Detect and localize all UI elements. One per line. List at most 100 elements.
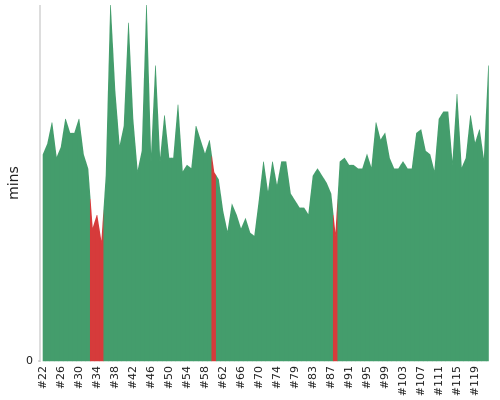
- area-segment: [413, 130, 420, 362]
- x-tick-label: #95: [360, 366, 373, 389]
- area-segment: [242, 217, 249, 362]
- area-segment: [292, 196, 298, 362]
- area-segment: [368, 145, 375, 362]
- area-segment: [481, 113, 487, 362]
- area-segment: [463, 136, 469, 362]
- area-segment: [94, 214, 100, 362]
- area-segment: [103, 90, 109, 362]
- area-segment: [229, 203, 235, 362]
- area-segment: [436, 114, 442, 362]
- area-segment: [422, 140, 429, 362]
- area-segment: [139, 77, 145, 362]
- area-segment: [215, 174, 222, 362]
- x-tick-label: #83: [306, 366, 319, 389]
- area-segment: [301, 207, 307, 362]
- area-segment: [395, 164, 402, 362]
- x-tick-label: #42: [126, 366, 139, 389]
- x-tick-label: #26: [54, 366, 67, 389]
- area-segment: [256, 181, 262, 362]
- area-segment: [404, 164, 411, 362]
- area-segment: [454, 93, 460, 362]
- area-segment: [296, 203, 303, 362]
- x-tick-label: #50: [162, 366, 175, 389]
- area-segment: [157, 113, 163, 362]
- x-tick-label: #99: [378, 366, 391, 389]
- area-segment: [179, 138, 186, 362]
- area-segment: [265, 177, 271, 362]
- area-segment: [206, 140, 213, 362]
- x-tick-label: #107: [414, 366, 427, 396]
- area-segment: [476, 129, 483, 362]
- area-segment: [364, 153, 370, 362]
- area-segment: [49, 122, 55, 362]
- area-segment: [283, 161, 289, 362]
- area-segment: [58, 133, 64, 362]
- x-tick-label: #58: [198, 366, 211, 389]
- area-segment: [382, 132, 388, 362]
- x-tick-label: #119: [468, 366, 481, 396]
- area-segment: [175, 104, 181, 362]
- area-segment: [440, 111, 447, 362]
- x-tick-label: #79: [288, 366, 301, 389]
- area-segment: [386, 145, 393, 362]
- area-segment: [409, 150, 415, 362]
- area-segment: [134, 145, 141, 362]
- area-segment: [161, 115, 168, 362]
- area-segment: [197, 133, 204, 362]
- area-segment: [98, 209, 105, 362]
- y-axis-label: mins: [6, 166, 22, 200]
- area-segment: [143, 4, 150, 362]
- area-segment: [170, 131, 177, 362]
- area-segment: [346, 160, 352, 362]
- area-segment: [305, 195, 312, 362]
- x-tick-label: #22: [36, 366, 49, 389]
- area-segment: [418, 129, 424, 362]
- area-segment: [188, 147, 195, 362]
- y-tick-label: 0: [26, 354, 33, 367]
- area-segment: [224, 218, 231, 362]
- area-segment: [377, 131, 384, 362]
- x-tick-label: #103: [396, 366, 409, 396]
- area-segment: [350, 164, 357, 362]
- area-segment: [337, 159, 343, 362]
- area-segment: [76, 118, 82, 362]
- area-segment: [53, 140, 60, 362]
- area-segment: [319, 171, 325, 362]
- area-segment: [251, 218, 258, 362]
- x-tick-label: #62: [216, 366, 229, 389]
- area-segment: [71, 125, 78, 362]
- x-tick-label: #87: [324, 366, 337, 389]
- area-segment: [202, 147, 208, 362]
- area-segment: [89, 198, 96, 362]
- area-segment: [211, 156, 217, 362]
- x-tick-label: #38: [108, 366, 121, 389]
- area-segment: [472, 129, 478, 362]
- area-segment: [355, 166, 361, 362]
- area-segment: [67, 125, 73, 362]
- x-tick-label: #74: [270, 366, 283, 389]
- area-segment: [166, 136, 172, 362]
- area-segment: [85, 161, 91, 362]
- x-tick-label: #115: [450, 366, 463, 396]
- area-segment: [359, 161, 366, 362]
- x-tick-label: #70: [252, 366, 265, 389]
- area-segment: [332, 199, 339, 362]
- area-segment: [130, 70, 136, 362]
- area-segment: [42, 149, 46, 362]
- area-segment: [449, 129, 456, 362]
- area-segment: [269, 161, 276, 362]
- x-tick-label: #34: [90, 366, 103, 389]
- area-segment: [184, 164, 190, 362]
- area-segment: [427, 152, 433, 362]
- area-segment: [80, 136, 87, 362]
- area-segment: [125, 22, 132, 362]
- area-segment: [467, 115, 474, 362]
- area-segment: [260, 161, 267, 362]
- area-segment: [152, 65, 159, 362]
- area-segment: [44, 133, 51, 362]
- area-segment: [373, 122, 379, 362]
- area-segment: [274, 174, 280, 362]
- area-segment: [193, 125, 199, 362]
